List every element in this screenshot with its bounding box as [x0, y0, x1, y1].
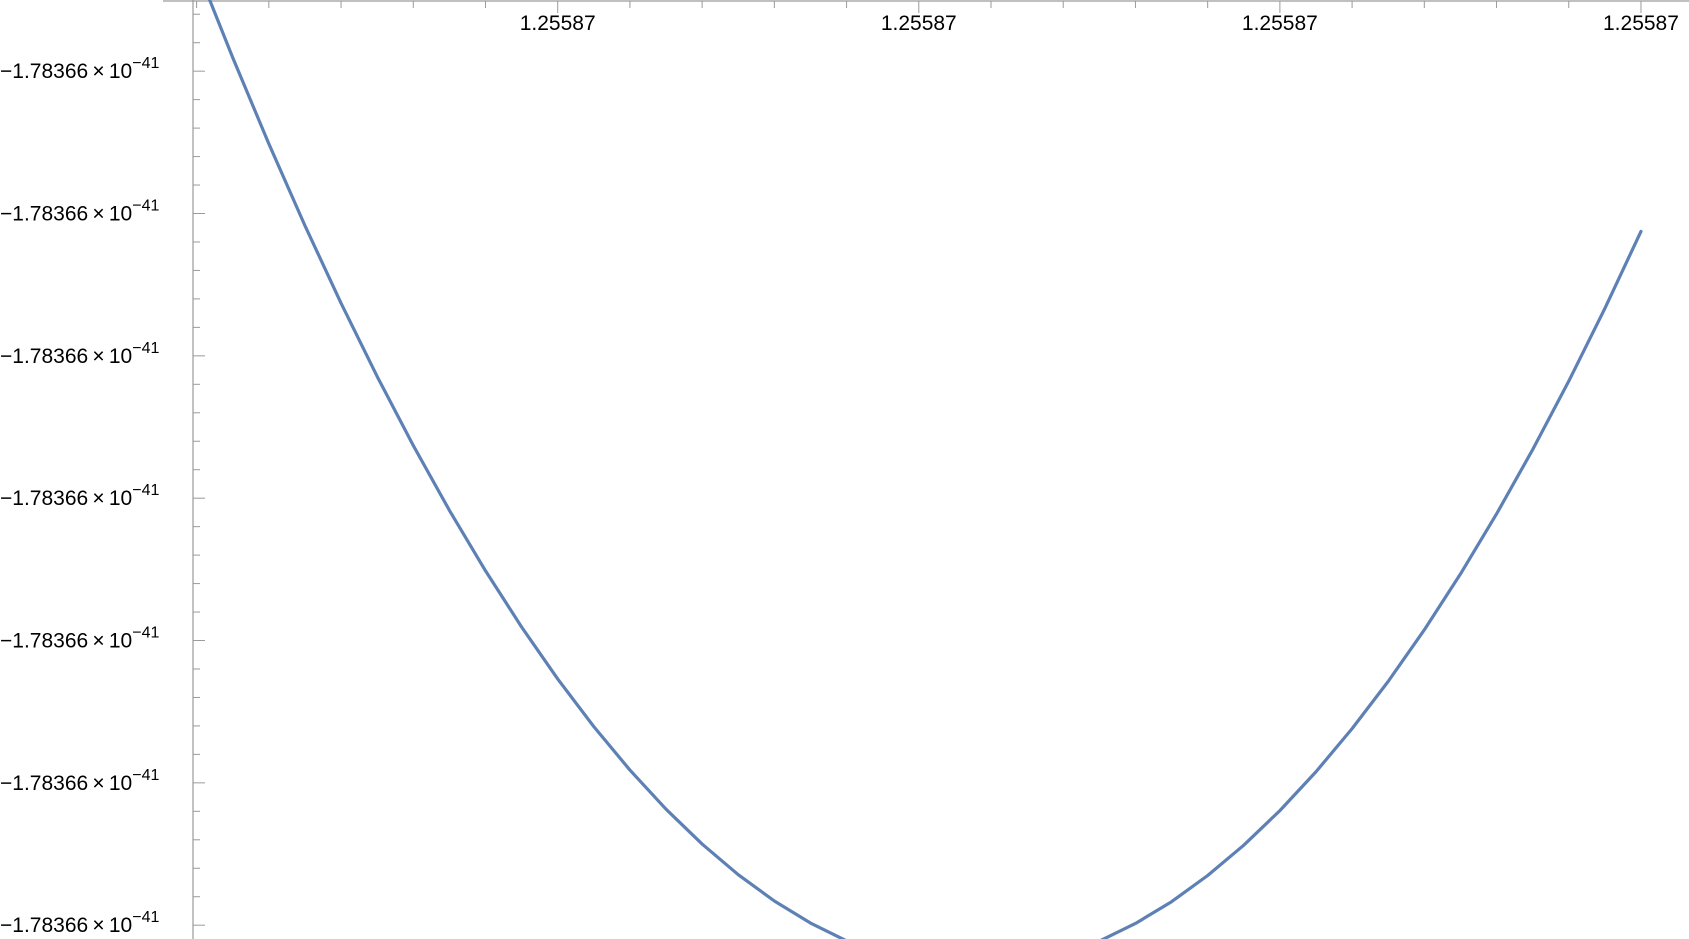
y-tick-label: −1.78366 × 10−41	[0, 625, 159, 653]
y-tick-label: −1.78366 × 10−41	[0, 198, 159, 226]
series-group	[207, 0, 1643, 939]
axes	[163, 0, 1689, 939]
y-tick-label: −1.78366 × 10−41	[0, 482, 159, 510]
y-tick-label: −1.78366 × 10−41	[0, 55, 159, 83]
x-ticks	[196, 1, 1642, 13]
x-tick-labels: 1.25587 1.25587 1.25587 1.25587	[520, 12, 1679, 35]
x-tick-label: 1.25587	[881, 12, 957, 35]
series-line	[207, 0, 1643, 939]
y-tick-labels: −1.78366 × 10−41 −1.78366 × 10−41 −1.78366…	[0, 55, 159, 937]
y-tick-label: −1.78366 × 10−41	[0, 909, 159, 937]
y-tick-label: −1.78366 × 10−41	[0, 340, 159, 368]
x-tick-label: 1.25587	[1242, 12, 1318, 35]
y-tick-label: −1.78366 × 10−41	[0, 767, 159, 795]
x-tick-label: 1.25587	[520, 12, 596, 35]
x-tick-label: 1.25587	[1603, 12, 1679, 35]
y-ticks	[193, 13, 205, 926]
